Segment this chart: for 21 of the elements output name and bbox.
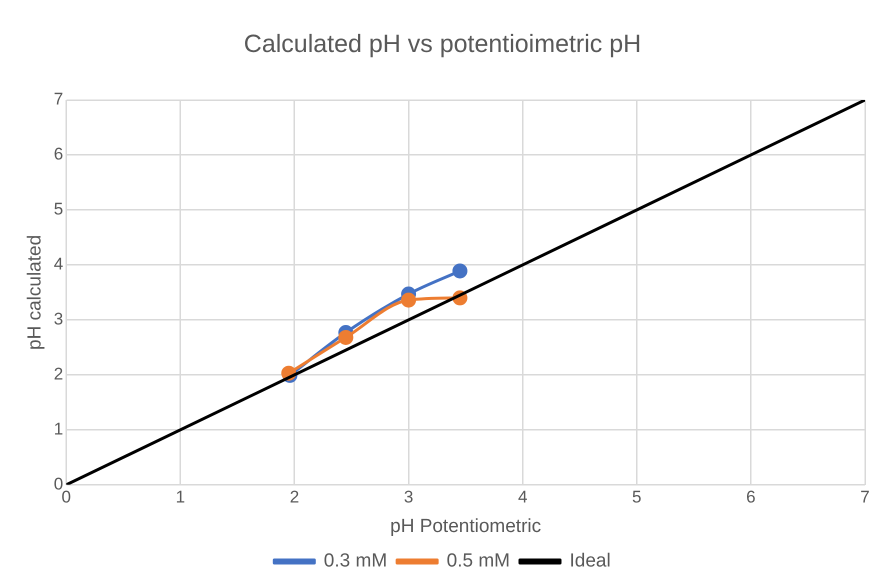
x-tick-label: 3: [404, 488, 414, 507]
y-axis-title: pH calculated: [24, 234, 46, 350]
y-tick-label: 2: [54, 364, 64, 384]
legend-label: Ideal: [569, 550, 611, 572]
x-tick-label: 1: [176, 488, 186, 507]
chart-title: Calculated pH vs potentioimetric pH: [244, 30, 642, 58]
x-axis-title: pH Potentiometric: [390, 516, 542, 537]
x-tick-label: 5: [632, 488, 642, 507]
legend-label: 0.3 mM: [324, 550, 388, 572]
y-tick-label: 3: [54, 310, 64, 329]
x-tick-label: 4: [518, 488, 528, 507]
y-tick-label: 7: [54, 90, 64, 109]
x-tick-label: 2: [290, 488, 300, 507]
x-tick-label: 7: [860, 488, 870, 507]
x-tick-label: 6: [746, 488, 756, 507]
y-tick-label: 1: [54, 420, 64, 439]
legend-label: 0.5 mM: [446, 550, 510, 572]
y-tick-label: 6: [54, 144, 64, 164]
y-tick-label: 4: [54, 254, 64, 274]
y-tick-label: 0: [54, 474, 64, 494]
y-tick-label: 5: [54, 200, 64, 219]
